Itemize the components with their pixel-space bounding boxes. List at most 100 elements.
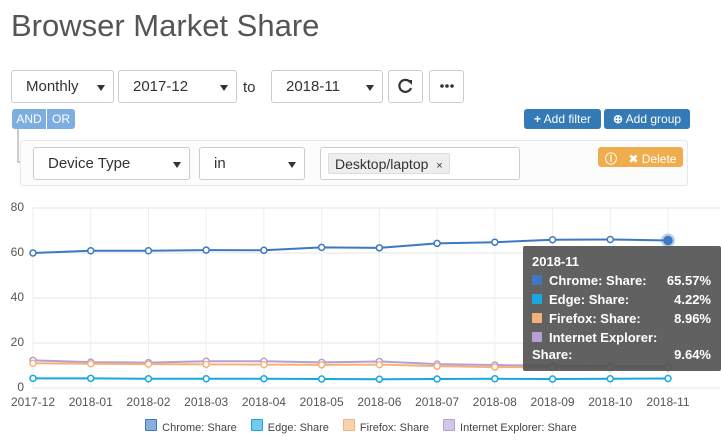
interval-select[interactable]: Monthly (11, 70, 114, 103)
point (29, 249, 37, 257)
tooltip-label-wrap: Edge: Share: (532, 291, 629, 308)
point (375, 244, 384, 252)
point (144, 247, 153, 255)
tooltip-swatch (532, 332, 542, 342)
point (664, 374, 672, 383)
series-line (33, 377, 669, 381)
tooltip-swatch (532, 275, 542, 285)
x-tick-label: 2018-02 (126, 395, 170, 409)
y-tick-label: 80 (11, 200, 25, 214)
legend-swatch (443, 419, 456, 431)
tooltip-label: Internet Explorer: Share: (532, 330, 658, 362)
tooltip-title: 2018-11 (532, 254, 579, 269)
tooltip-label-wrap: Chrome: Share: (532, 272, 647, 289)
point (606, 235, 615, 244)
point (491, 363, 499, 371)
or-button[interactable]: OR (47, 109, 75, 129)
x-tick-label: 2017-12 (11, 395, 55, 409)
x-tick-label: 2018-01 (69, 395, 113, 409)
value-tag: Desktop/laptop × (328, 153, 450, 174)
point (86, 247, 95, 255)
delete-icon: ✖ (628, 152, 639, 166)
tag-remove[interactable]: × (436, 160, 443, 172)
value-input[interactable]: Desktop/laptop × (320, 147, 520, 180)
from-select[interactable]: 2017-12 (118, 70, 237, 103)
to-label: to (243, 79, 256, 96)
field-select[interactable]: Device Type (33, 147, 190, 180)
legend-swatch (145, 419, 158, 431)
legend-swatch (342, 419, 355, 431)
legend-label: Internet Explorer: Share (460, 422, 577, 434)
point (317, 243, 326, 252)
point (606, 375, 615, 383)
tooltip-value: 8.96% (674, 311, 711, 326)
y-tick-label: 60 (11, 245, 25, 259)
add-group-label: Add group (625, 112, 682, 126)
tooltip-label: Chrome: Share: (549, 273, 647, 288)
legend-item[interactable]: Edge: Share (250, 419, 329, 434)
delete-label: Delete (641, 152, 677, 166)
point (202, 375, 210, 383)
legend: Chrome: Share Edge: Share Firefox: Share In… (0, 419, 722, 434)
x-tick-label: 2018-11 (646, 395, 689, 409)
and-button[interactable]: AND (12, 109, 46, 129)
point (202, 246, 210, 254)
x-tick-label: 2018-08 (473, 395, 517, 409)
x-tick-label: 2018-07 (415, 395, 459, 409)
tag-text: Desktop/laptop (335, 156, 429, 172)
point (491, 238, 499, 246)
tooltip-row: Edge: Share: 4.22% (532, 291, 711, 308)
tooltip-row: Firefox: Share: 8.96% (532, 310, 711, 327)
point (202, 360, 210, 369)
series-line (32, 238, 669, 254)
add-filter-label: Add filter (543, 112, 592, 126)
point (433, 375, 441, 383)
x-tick-label: 2018-03 (184, 395, 228, 409)
operator-select[interactable]: in (199, 147, 305, 180)
y-tick-label: 0 (17, 380, 24, 394)
to-select[interactable]: 2018-11 (271, 70, 383, 103)
legend-swatch (250, 419, 263, 431)
point (144, 360, 153, 368)
page-title: Browser Market Share (11, 8, 320, 43)
point (86, 359, 95, 368)
more-icon (440, 84, 454, 88)
tooltip: 2018-11 Chrome: Share: 65.57% Edge: Share: 4… (523, 246, 721, 371)
point (317, 375, 326, 383)
point (663, 235, 673, 246)
legend-item[interactable]: Firefox: Share (342, 419, 429, 434)
x-tick-label: 2018-04 (242, 395, 286, 409)
tooltip-row: Chrome: Share: 65.57% (532, 272, 711, 289)
legend-item[interactable]: Internet Explorer: Share (443, 419, 577, 434)
legend-label: Chrome: Share (162, 422, 237, 434)
legend-item[interactable]: Chrome: Share (145, 419, 237, 434)
point (86, 374, 95, 383)
add-group-button[interactable]: ⊕ Add group (604, 109, 690, 129)
chart: 0 20 40 60 80 2017-12 2018-01 2018-02 2018-03 201… (11, 200, 720, 409)
point (491, 375, 499, 383)
refresh-button[interactable] (388, 70, 423, 103)
point (144, 375, 153, 383)
legend-label: Edge: Share (267, 422, 329, 434)
x-tick-label: 2018-09 (531, 395, 575, 409)
tooltip-label-wrap: Firefox: Share: (532, 310, 641, 327)
point (260, 375, 268, 383)
info-icon: ⓘ (605, 152, 618, 166)
tooltip-row: Internet Explorer: Share: 9.64% (532, 329, 711, 363)
x-tick-label: 2018-06 (357, 395, 401, 409)
point (433, 362, 441, 370)
point (260, 246, 268, 255)
tooltip-label: Firefox: Share: (549, 311, 641, 326)
x-tick-label: 2018-10 (588, 395, 632, 409)
tooltip-value: 9.64% (674, 347, 711, 362)
point (317, 361, 326, 369)
add-filter-button[interactable]: + Add filter (524, 109, 601, 129)
point (433, 239, 441, 248)
point (29, 359, 37, 367)
point (29, 374, 37, 383)
point (375, 375, 384, 383)
delete-button[interactable]: ⓘ ✖ Delete (598, 147, 683, 167)
more-button[interactable] (429, 70, 464, 103)
y-tick-label: 40 (11, 290, 25, 304)
